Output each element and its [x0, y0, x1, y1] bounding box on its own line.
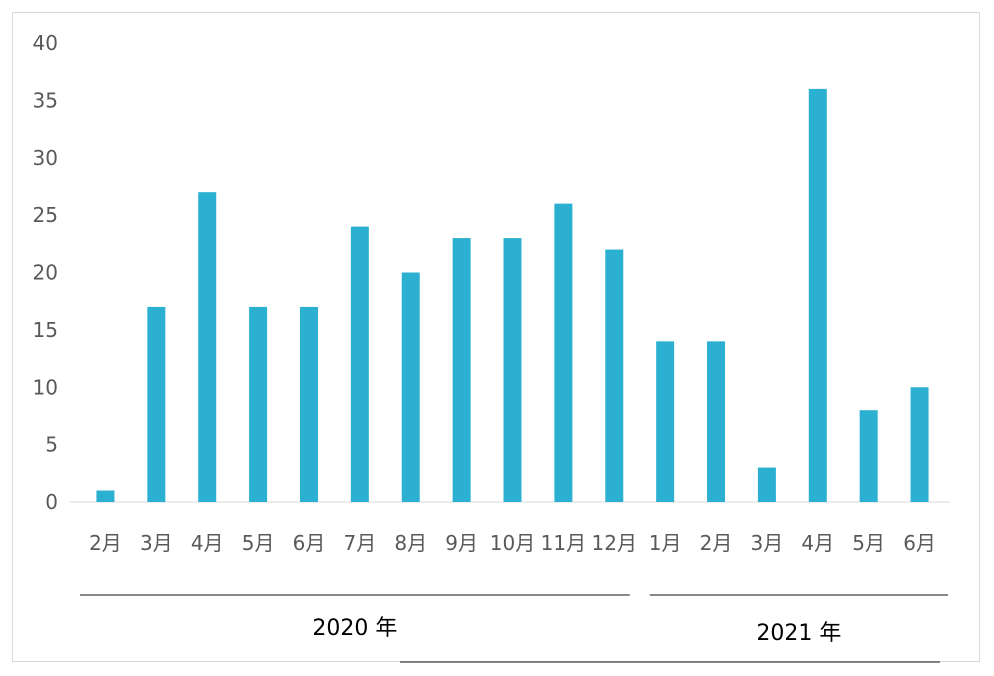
x-tick-label: 4月: [191, 531, 224, 555]
bar: [808, 88, 827, 503]
bar: [96, 490, 115, 502]
x-tick-label: 6月: [293, 531, 326, 555]
x-tick-label: 6月: [903, 531, 936, 555]
bar: [910, 387, 929, 502]
x-tick-label: 3月: [751, 531, 784, 555]
x-tick-label: 2月: [700, 531, 733, 555]
bar: [147, 306, 166, 502]
bar: [198, 192, 217, 503]
x-tick-label: 10月: [490, 531, 535, 555]
bar: [707, 341, 726, 502]
bar: [350, 226, 369, 502]
bar: [656, 341, 675, 502]
x-axis-ticks: 2月 3月 4月 5月 6月 7月 8月 9月 10月 11月 12月 1月 2月 3月 4月 5月 6月: [89, 531, 936, 555]
x-tick-label: 5月: [852, 531, 885, 555]
bars: [96, 88, 929, 503]
x-tick-label: 11月: [541, 531, 586, 555]
y-tick-label: 5: [45, 433, 58, 457]
bar: [503, 238, 522, 502]
bar: [554, 203, 573, 502]
y-tick-label: 35: [33, 88, 58, 112]
y-tick-label: 20: [33, 261, 58, 285]
group-label: 2021 年: [756, 621, 841, 646]
x-tick-label: 7月: [343, 531, 376, 555]
x-tick-label: 2月: [89, 531, 122, 555]
y-tick-label: 30: [33, 146, 58, 170]
x-tick-label: 12月: [592, 531, 637, 555]
bar: [249, 306, 268, 502]
year-groups: 2020 年 2021 年: [80, 594, 948, 663]
x-tick-label: 5月: [242, 531, 275, 555]
y-tick-label: 10: [33, 375, 58, 399]
bar: [859, 410, 878, 502]
x-tick-label: 9月: [445, 531, 478, 555]
bar: [452, 238, 471, 502]
group-label: 2020 年: [312, 616, 397, 641]
bar: [605, 249, 624, 502]
x-tick-label: 8月: [394, 531, 427, 555]
y-tick-label: 25: [33, 203, 58, 227]
bar: [299, 306, 318, 502]
x-tick-label: 3月: [140, 531, 173, 555]
bar: [757, 467, 776, 502]
y-tick-label: 15: [33, 318, 58, 342]
y-axis-ticks: 0 5 10 15 20 25 30 35 40: [33, 31, 58, 514]
y-tick-label: 40: [33, 31, 58, 55]
y-tick-label: 0: [45, 490, 58, 514]
x-tick-label: 4月: [801, 531, 834, 555]
bar: [401, 272, 420, 502]
x-tick-label: 1月: [649, 531, 682, 555]
